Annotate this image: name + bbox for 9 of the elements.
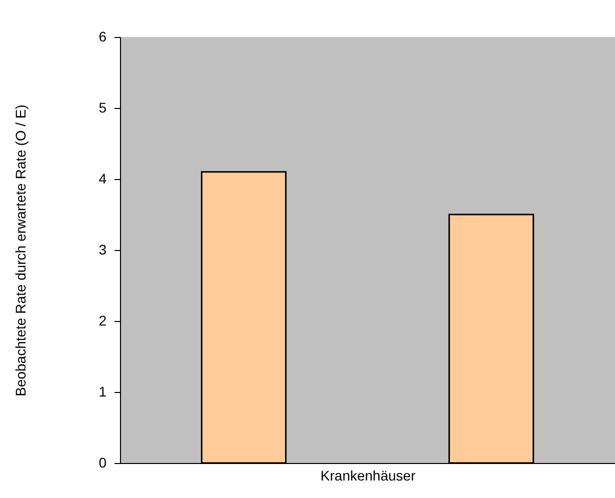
- y-tick-label: 3: [98, 242, 107, 258]
- y-tick-label: 4: [98, 170, 107, 186]
- y-tick-label: 1: [98, 384, 107, 400]
- y-tick-label: 6: [98, 28, 107, 44]
- y-axis-title: Beobachtete Rate durch erwartete Rate (O / E): [12, 104, 29, 396]
- y-tick-label: 2: [98, 312, 107, 328]
- x-axis-title: Krankenhäuser: [320, 468, 416, 484]
- y-tick-label: 5: [98, 100, 107, 116]
- y-tick-label: 0: [98, 454, 107, 470]
